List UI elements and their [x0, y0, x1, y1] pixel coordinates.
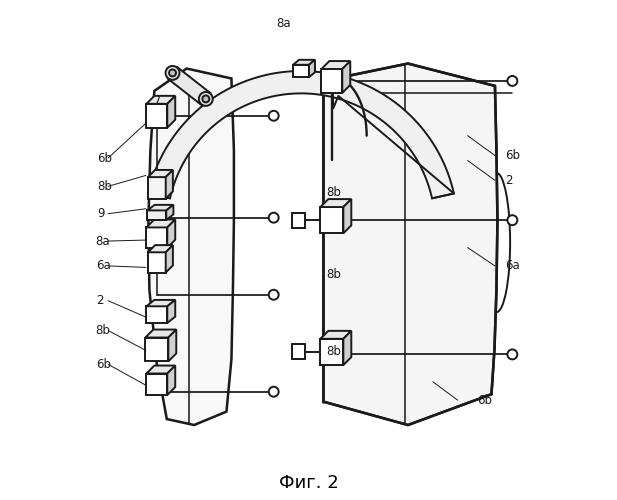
- Text: 6b: 6b: [96, 358, 110, 371]
- Polygon shape: [146, 338, 168, 361]
- Polygon shape: [293, 60, 315, 65]
- Polygon shape: [166, 170, 173, 198]
- Text: Фиг. 2: Фиг. 2: [279, 474, 338, 492]
- Polygon shape: [343, 199, 351, 234]
- Circle shape: [507, 215, 517, 225]
- Polygon shape: [146, 96, 175, 104]
- Polygon shape: [167, 366, 175, 395]
- Polygon shape: [148, 177, 166, 199]
- Polygon shape: [321, 61, 350, 69]
- Text: 2: 2: [96, 294, 103, 307]
- Polygon shape: [148, 245, 173, 252]
- Bar: [292, 344, 305, 360]
- Polygon shape: [148, 252, 166, 272]
- Polygon shape: [320, 331, 351, 339]
- Text: 8b: 8b: [326, 268, 341, 281]
- Circle shape: [199, 92, 213, 106]
- Polygon shape: [146, 300, 175, 306]
- Polygon shape: [146, 374, 167, 395]
- Polygon shape: [146, 330, 176, 338]
- Circle shape: [269, 290, 279, 300]
- Polygon shape: [168, 330, 176, 362]
- Polygon shape: [146, 228, 167, 248]
- Polygon shape: [320, 199, 351, 207]
- Polygon shape: [321, 69, 342, 93]
- Polygon shape: [147, 210, 166, 220]
- Circle shape: [169, 70, 176, 76]
- Text: 6b: 6b: [478, 394, 492, 406]
- Text: 6a: 6a: [96, 260, 110, 272]
- Polygon shape: [167, 300, 175, 323]
- Circle shape: [507, 76, 517, 86]
- Polygon shape: [147, 205, 173, 210]
- Polygon shape: [309, 60, 315, 77]
- Text: 7: 7: [154, 94, 162, 108]
- Polygon shape: [293, 65, 309, 77]
- Polygon shape: [149, 68, 234, 425]
- Polygon shape: [342, 61, 350, 93]
- Circle shape: [269, 212, 279, 222]
- Polygon shape: [323, 64, 497, 425]
- Text: 6b: 6b: [97, 152, 112, 164]
- Text: 8b: 8b: [97, 180, 112, 193]
- Polygon shape: [167, 96, 175, 128]
- Circle shape: [269, 111, 279, 120]
- Polygon shape: [166, 245, 173, 272]
- Text: 8a: 8a: [276, 18, 291, 30]
- Text: 2: 2: [505, 174, 512, 187]
- Circle shape: [202, 96, 209, 102]
- Polygon shape: [320, 339, 343, 365]
- Polygon shape: [343, 331, 351, 365]
- Text: 8b: 8b: [326, 346, 341, 358]
- Bar: [292, 212, 305, 228]
- Polygon shape: [168, 67, 210, 105]
- Text: 6b: 6b: [505, 149, 520, 162]
- Polygon shape: [166, 205, 173, 220]
- Text: 8a: 8a: [96, 234, 110, 248]
- Text: 6a: 6a: [505, 260, 520, 272]
- Polygon shape: [148, 170, 173, 177]
- Text: 9: 9: [97, 207, 105, 220]
- Polygon shape: [148, 71, 454, 198]
- Polygon shape: [146, 366, 175, 374]
- Circle shape: [269, 386, 279, 396]
- Text: 8b: 8b: [326, 186, 341, 200]
- Polygon shape: [146, 104, 167, 128]
- Polygon shape: [167, 220, 175, 248]
- Circle shape: [507, 350, 517, 360]
- Polygon shape: [146, 306, 167, 323]
- Polygon shape: [146, 220, 175, 228]
- Circle shape: [165, 66, 180, 80]
- Text: 8b: 8b: [96, 324, 110, 337]
- Polygon shape: [320, 207, 343, 234]
